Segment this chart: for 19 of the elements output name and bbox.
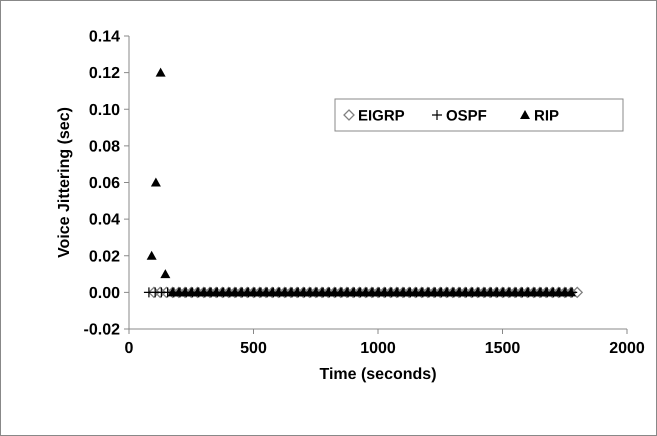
y-axis-title: Voice Jittering (sec) bbox=[56, 107, 73, 258]
x-axis-title: Time (seconds) bbox=[319, 366, 437, 383]
y-tick-label: 0.04 bbox=[88, 212, 120, 229]
x-tick-label: 1000 bbox=[360, 340, 396, 357]
x-tick-label: 500 bbox=[240, 340, 267, 357]
y-tick-label: 0.00 bbox=[88, 284, 120, 302]
x-tick-label: 1500 bbox=[484, 340, 520, 357]
legend-label: RIP bbox=[534, 107, 560, 124]
y-tick-label: 0.10 bbox=[88, 102, 120, 119]
y-tick-label: 0.14 bbox=[88, 28, 120, 46]
legend-label: OSPF bbox=[446, 107, 487, 124]
y-tick-label: 0.02 bbox=[88, 248, 120, 266]
x-tick-label: 2000 bbox=[609, 340, 645, 357]
y-tick-label: 0.06 bbox=[88, 175, 120, 192]
y-tick-label: 0.12 bbox=[88, 65, 120, 82]
y-tick-label: 0.08 bbox=[88, 138, 120, 156]
x-tick-label: 0 bbox=[124, 340, 134, 357]
legend-label: EIGRP bbox=[358, 107, 405, 124]
y-tick-label: -0.02 bbox=[84, 322, 120, 339]
